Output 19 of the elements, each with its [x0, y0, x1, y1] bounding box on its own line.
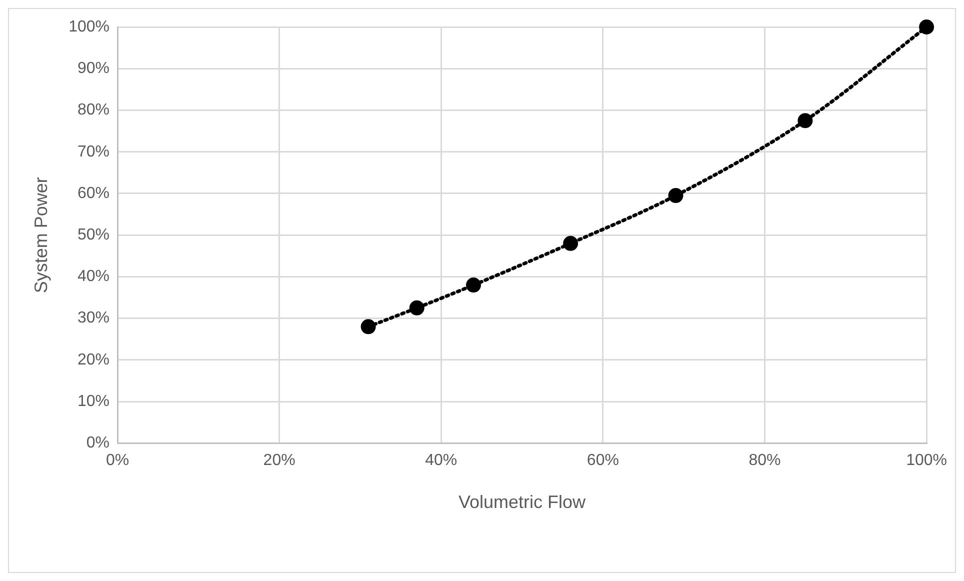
y-tick-label: 10%	[77, 392, 110, 410]
x-tick-label: 20%	[263, 452, 296, 470]
y-tick-label: 50%	[77, 226, 110, 244]
y-tick-label: 90%	[77, 60, 110, 78]
x-tick-label: 100%	[906, 452, 947, 470]
y-tick-label: 100%	[68, 18, 110, 36]
y-tick-label: 20%	[77, 351, 110, 368]
y-axis-title: System Power	[30, 177, 51, 294]
y-tick-label: 80%	[77, 102, 110, 119]
y-tick-label: 30%	[77, 310, 110, 327]
y-tick-label: 70%	[77, 143, 110, 160]
x-tick-label: 40%	[425, 452, 458, 470]
y-tick-label: 40%	[77, 268, 110, 286]
x-tick-label: 60%	[586, 452, 619, 470]
x-axis-title: Volumetric Flow	[458, 492, 587, 512]
x-tick-label: 0%	[106, 452, 130, 470]
y-tick-label: 60%	[77, 184, 110, 202]
y-tick-label: 0%	[86, 434, 110, 452]
x-tick-label: 80%	[748, 452, 781, 470]
